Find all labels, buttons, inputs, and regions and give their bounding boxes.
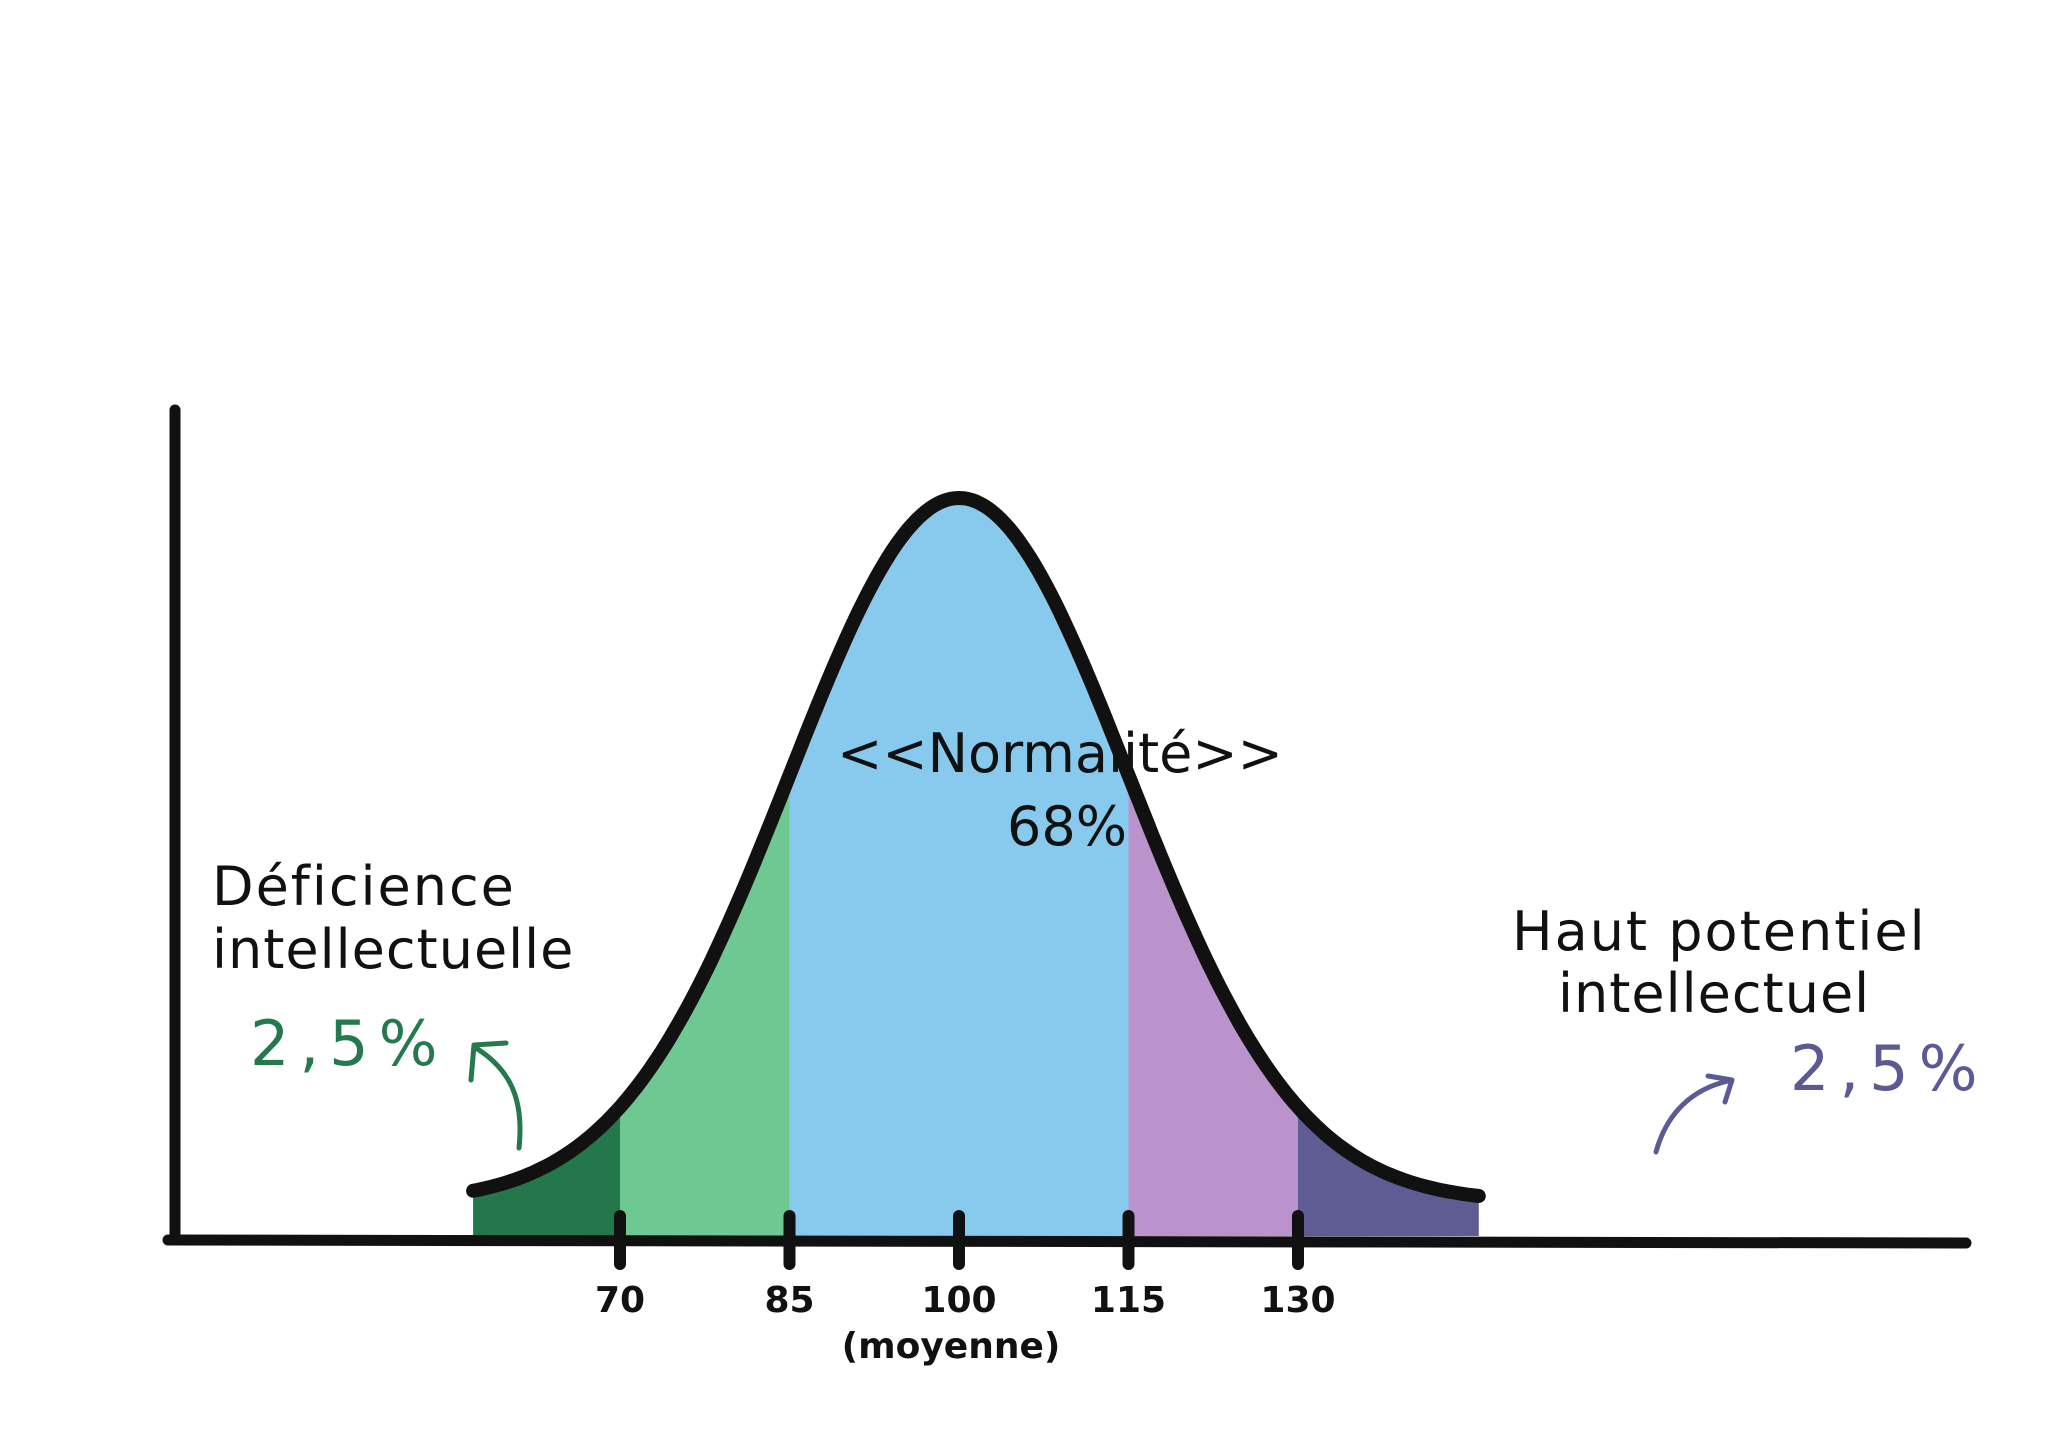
x-tick-sublabel-100: (moyenne) bbox=[842, 1326, 1061, 1367]
curve-regions bbox=[473, 498, 1479, 1236]
left-annotation: Déficience intellectuelle 2,5% bbox=[212, 855, 574, 1151]
right-value: 2,5% bbox=[1790, 1032, 1988, 1105]
x-tick-label-70: 70 bbox=[595, 1280, 645, 1321]
x-axis bbox=[162, 1234, 1972, 1249]
right-label-line1: Haut potentiel bbox=[1512, 900, 1927, 963]
x-ticks: 70 85 100 (moyenne) 115 130 bbox=[595, 1210, 1336, 1367]
center-value: 68% bbox=[1007, 795, 1127, 858]
x-tick-label-85: 85 bbox=[764, 1280, 814, 1321]
x-tick-label-115: 115 bbox=[1091, 1280, 1166, 1321]
center-title: <<Normalité>> bbox=[837, 722, 1283, 785]
right-arrow bbox=[1653, 1073, 1735, 1155]
region-85-115 bbox=[789, 498, 1129, 1236]
left-label-line1: Déficience bbox=[212, 855, 516, 918]
x-tick-label-100: 100 bbox=[921, 1280, 996, 1321]
curve-line bbox=[466, 491, 1486, 1203]
center-annotation: <<Normalité>> 68% bbox=[837, 722, 1283, 858]
left-label-line2: intellectuelle bbox=[212, 918, 574, 981]
x-tick-label-130: 130 bbox=[1260, 1280, 1335, 1321]
right-label-line2: intellectuel bbox=[1558, 962, 1870, 1025]
right-annotation: Haut potentiel intellectuel 2,5% bbox=[1512, 900, 1988, 1155]
left-arrow bbox=[468, 1040, 523, 1151]
region-130-146 bbox=[1298, 1107, 1479, 1236]
left-value: 2,5% bbox=[250, 1007, 448, 1080]
